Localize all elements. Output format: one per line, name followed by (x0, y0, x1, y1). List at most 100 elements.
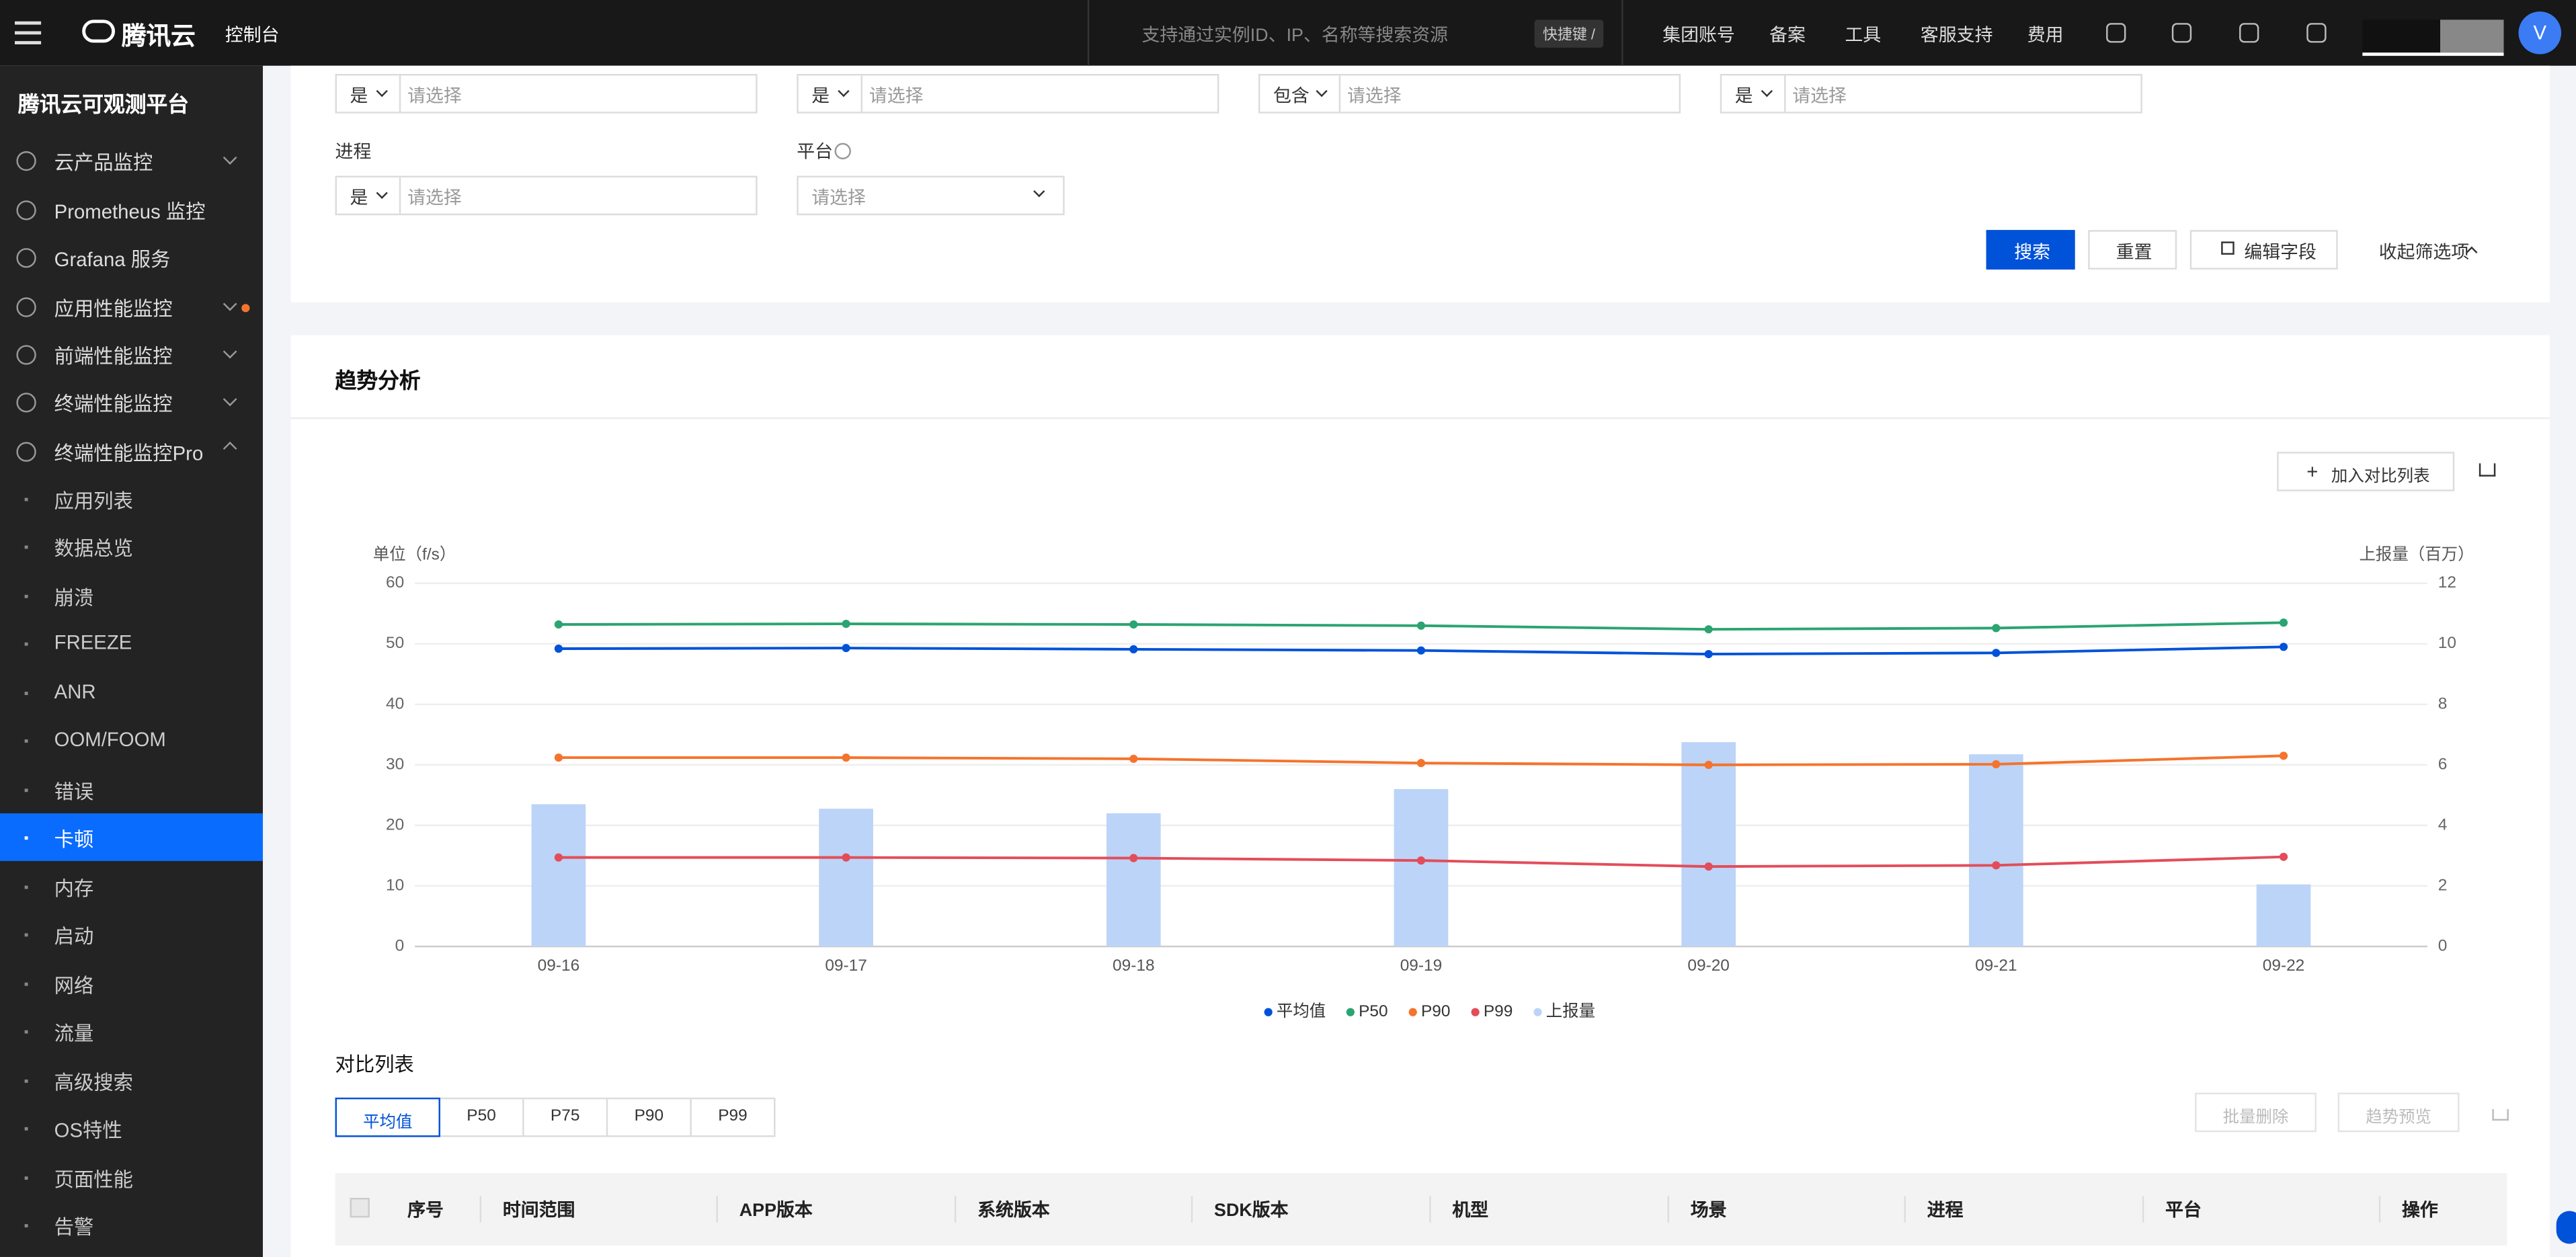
sidebar-group[interactable]: Grafana 服务 (54, 248, 171, 272)
sidebar-item[interactable]: 启动 (54, 925, 94, 948)
column-header: 时间范围 (502, 1201, 575, 1221)
item-dot (24, 497, 28, 501)
checkbox[interactable] (350, 1197, 370, 1218)
collapse-link[interactable]: 收起筛选项 (2378, 243, 2470, 263)
input[interactable] (399, 73, 758, 114)
sidebar (0, 65, 264, 1257)
tab-label[interactable]: P90 (634, 1107, 664, 1126)
sidebar-item[interactable]: 卡顿 (54, 828, 94, 852)
nav-link[interactable]: 客服支持 (1920, 26, 1993, 46)
reset-button[interactable] (2088, 230, 2177, 270)
x-tick-label: 09-20 (1687, 957, 1730, 975)
nav-link[interactable]: 工具 (1845, 26, 1882, 46)
select[interactable] (797, 175, 1065, 216)
sidebar-item[interactable]: FREEZE (54, 631, 132, 655)
point (2279, 643, 2288, 651)
console-link[interactable]: 控制台 (225, 26, 280, 46)
sidebar-item[interactable]: 应用列表 (54, 489, 133, 513)
sidebar-item[interactable]: 告警 (54, 1215, 94, 1240)
bar (531, 804, 586, 946)
download-icon (2492, 1108, 2509, 1121)
y-axis-label: 单位（f/s） (373, 545, 456, 564)
sidebar-item[interactable]: 错误 (54, 780, 94, 803)
add-compare-button[interactable] (2277, 452, 2455, 491)
sidebar-group[interactable]: 终端性能监控 (54, 393, 173, 416)
sidebar-item[interactable]: ANR (54, 680, 96, 703)
sidebar-group[interactable]: 云产品监控 (54, 151, 153, 175)
nav-icon[interactable] (2171, 23, 2192, 43)
input[interactable] (860, 73, 1219, 114)
point (842, 643, 850, 653)
sidebar-item[interactable]: 流量 (54, 1022, 94, 1046)
x-tick-label: 09-16 (538, 957, 580, 975)
search-box[interactable] (1087, 0, 1623, 66)
sidebar-item[interactable]: 网络 (54, 973, 94, 997)
point (1704, 862, 1713, 871)
legend-swatch (1264, 1008, 1273, 1016)
op-text: 是 (350, 87, 368, 107)
help-icon (834, 143, 851, 160)
y-tick-label: 10 (386, 876, 404, 894)
brand[interactable]: 腾讯云 (121, 23, 196, 51)
menu-icon[interactable] (14, 21, 42, 44)
op-select[interactable] (335, 73, 401, 114)
y-tick-label: 0 (395, 936, 405, 955)
divider (290, 417, 2550, 419)
sidebar-item[interactable]: 页面性能 (54, 1167, 133, 1191)
tab-label[interactable]: 平均值 (363, 1114, 413, 1133)
y-tick-label: 20 (386, 815, 404, 834)
tab[interactable] (690, 1097, 776, 1137)
tab-label[interactable]: P50 (467, 1107, 496, 1126)
section-title: 对比列表 (335, 1053, 414, 1077)
item-dot (24, 1127, 28, 1131)
bar (1681, 742, 1736, 946)
nav-link[interactable]: 费用 (2027, 26, 2064, 46)
tab[interactable] (606, 1097, 692, 1137)
column-separator (1667, 1196, 1670, 1223)
point (554, 644, 563, 653)
group-icon (16, 248, 36, 268)
edit-button[interactable] (2189, 230, 2338, 270)
button-text: 重置 (2116, 243, 2152, 263)
tab-label[interactable]: P75 (550, 1107, 580, 1126)
sidebar-item[interactable]: OS特性 (54, 1119, 122, 1143)
sidebar-group[interactable]: 应用性能监控 (54, 297, 173, 321)
search-button[interactable] (1986, 230, 2075, 270)
item-dot (24, 836, 28, 840)
op-select[interactable] (1258, 73, 1341, 114)
item-dot (24, 1176, 28, 1180)
nav-icon[interactable] (2239, 23, 2259, 43)
item-dot (24, 643, 28, 647)
table-header (335, 1173, 2507, 1246)
input[interactable] (399, 175, 758, 216)
download-icon[interactable] (2479, 463, 2496, 477)
tab[interactable] (335, 1097, 440, 1137)
tab-label[interactable]: P99 (718, 1107, 748, 1126)
op-select[interactable] (335, 175, 401, 216)
sidebar-group[interactable]: 终端性能监控Pro (54, 442, 204, 465)
item-dot (24, 1224, 28, 1228)
group-icon (16, 151, 36, 171)
nav-link[interactable]: 备案 (1769, 26, 1806, 46)
collapse-handle[interactable] (2556, 1211, 2576, 1244)
sidebar-item[interactable]: 内存 (54, 877, 94, 900)
input[interactable] (1784, 73, 2142, 114)
sidebar-group[interactable]: Prometheus 监控 (54, 200, 206, 224)
button-text: 搜索 (2014, 243, 2050, 263)
avatar[interactable]: V (2518, 11, 2562, 54)
placeholder: 请选择 (407, 87, 462, 107)
sidebar-item[interactable]: 数据总览 (54, 538, 133, 561)
sidebar-group[interactable]: 前端性能监控 (54, 345, 173, 368)
y2-tick-label: 6 (2438, 755, 2448, 773)
sidebar-item[interactable]: 崩溃 (54, 586, 94, 610)
sidebar-item[interactable]: 高级搜索 (54, 1070, 133, 1094)
nav-icon[interactable] (2106, 23, 2126, 43)
nav-link[interactable]: 集团账号 (1662, 26, 1735, 46)
sidebar-item[interactable]: OOM/FOOM (54, 728, 166, 752)
item-dot (24, 788, 28, 792)
nav-icon[interactable] (2306, 23, 2327, 43)
tab[interactable] (522, 1097, 608, 1137)
input[interactable] (1338, 73, 1681, 114)
op-text: 是 (350, 189, 368, 209)
